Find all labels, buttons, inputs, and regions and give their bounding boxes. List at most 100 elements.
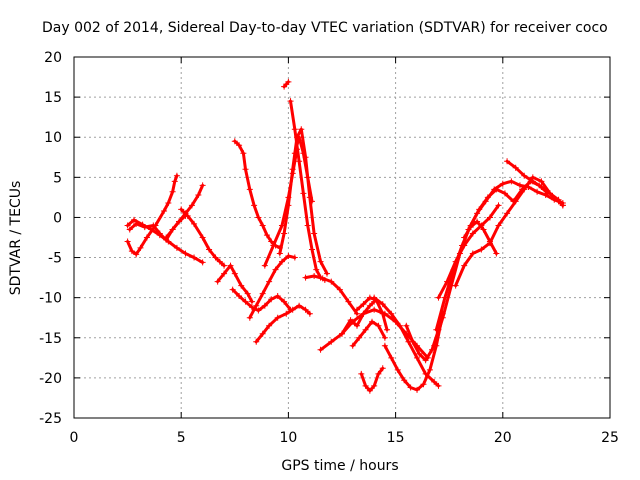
data-point: [401, 377, 408, 384]
data-point: [433, 326, 440, 333]
data-point: [336, 286, 343, 293]
data-point: [394, 366, 401, 373]
data-point: [493, 250, 500, 257]
data-point: [538, 178, 545, 185]
data-point: [317, 258, 324, 265]
data-point: [131, 216, 138, 223]
data-point: [521, 186, 528, 193]
data-point: [461, 262, 468, 269]
data-point: [379, 365, 386, 372]
data-point: [128, 248, 135, 255]
data-point: [216, 258, 223, 265]
data-point: [263, 232, 270, 239]
data-point: [371, 294, 378, 301]
data-point: [469, 250, 476, 257]
grid: [74, 57, 610, 418]
data-point: [248, 298, 255, 305]
data-point: [474, 218, 481, 225]
data-point: [435, 294, 442, 301]
data-point: [349, 342, 356, 349]
data-point: [441, 294, 448, 301]
data-point: [173, 172, 180, 179]
data-point: [414, 354, 421, 361]
data-point: [240, 150, 247, 157]
data-point: [354, 306, 361, 313]
data-point: [388, 354, 395, 361]
data-point: [381, 334, 388, 341]
data-point: [261, 262, 268, 269]
data-point: [266, 322, 273, 329]
data-point: [356, 334, 363, 341]
data-point: [499, 180, 506, 187]
data-point: [255, 214, 262, 221]
data-point: [246, 186, 253, 193]
data-point: [274, 314, 281, 321]
data-point: [426, 366, 433, 373]
data-point: [229, 286, 236, 293]
data-point: [388, 310, 395, 317]
x-tick-label: 10: [279, 430, 297, 446]
data-point: [306, 310, 313, 317]
data-point: [206, 246, 213, 253]
data-point: [323, 270, 330, 277]
data-point: [195, 191, 202, 198]
data-point: [296, 302, 303, 309]
data-point: [319, 275, 326, 282]
data-point: [182, 250, 189, 257]
data-point: [478, 246, 485, 253]
data-point: [302, 274, 309, 281]
data-point: [516, 182, 523, 189]
data-point: [191, 220, 198, 227]
y-tick-label: 0: [53, 210, 62, 226]
data-point: [270, 242, 277, 249]
data-point: [366, 387, 373, 394]
data-point: [381, 342, 388, 349]
x-tick-label: 20: [494, 430, 512, 446]
data-point: [371, 306, 378, 313]
data-point: [163, 234, 170, 241]
series-line-arc-27: [437, 203, 500, 300]
data-point: [362, 382, 369, 389]
y-tick-label: 5: [53, 170, 62, 186]
data-point: [148, 226, 155, 233]
data-point: [298, 126, 305, 133]
data-point: [469, 230, 476, 237]
data-point: [529, 178, 536, 185]
data-point: [508, 178, 515, 185]
data-point: [124, 238, 131, 245]
data-point: [555, 196, 562, 203]
data-point: [304, 222, 311, 229]
y-tick-label: 10: [44, 130, 62, 146]
data-point: [512, 198, 519, 205]
data-point: [199, 182, 206, 189]
data-point: [221, 262, 228, 269]
data-point: [480, 226, 487, 233]
series-line-arc-26: [434, 179, 550, 332]
data-point: [302, 306, 309, 313]
data-point: [360, 301, 367, 308]
data-point: [171, 178, 178, 185]
data-point: [311, 230, 318, 237]
data-point: [354, 322, 361, 329]
data-point: [304, 174, 311, 181]
data-point: [384, 326, 391, 333]
data-point: [227, 262, 234, 269]
x-tick-label: 0: [70, 430, 79, 446]
data-point: [156, 230, 163, 237]
data-point: [328, 338, 335, 345]
data-point: [416, 350, 423, 357]
data-point: [422, 357, 429, 364]
data-point: [317, 346, 324, 353]
data-point: [259, 290, 266, 297]
series-line-arc-18: [340, 300, 376, 336]
data-point: [242, 298, 249, 305]
data-point: [253, 338, 260, 345]
data-point: [169, 188, 176, 195]
data-point: [124, 222, 131, 229]
data-point: [137, 244, 144, 251]
data-point: [414, 386, 421, 393]
data-point: [546, 190, 553, 197]
data-point: [534, 188, 541, 195]
data-point: [291, 126, 298, 133]
y-tick-label: 20: [44, 50, 62, 66]
